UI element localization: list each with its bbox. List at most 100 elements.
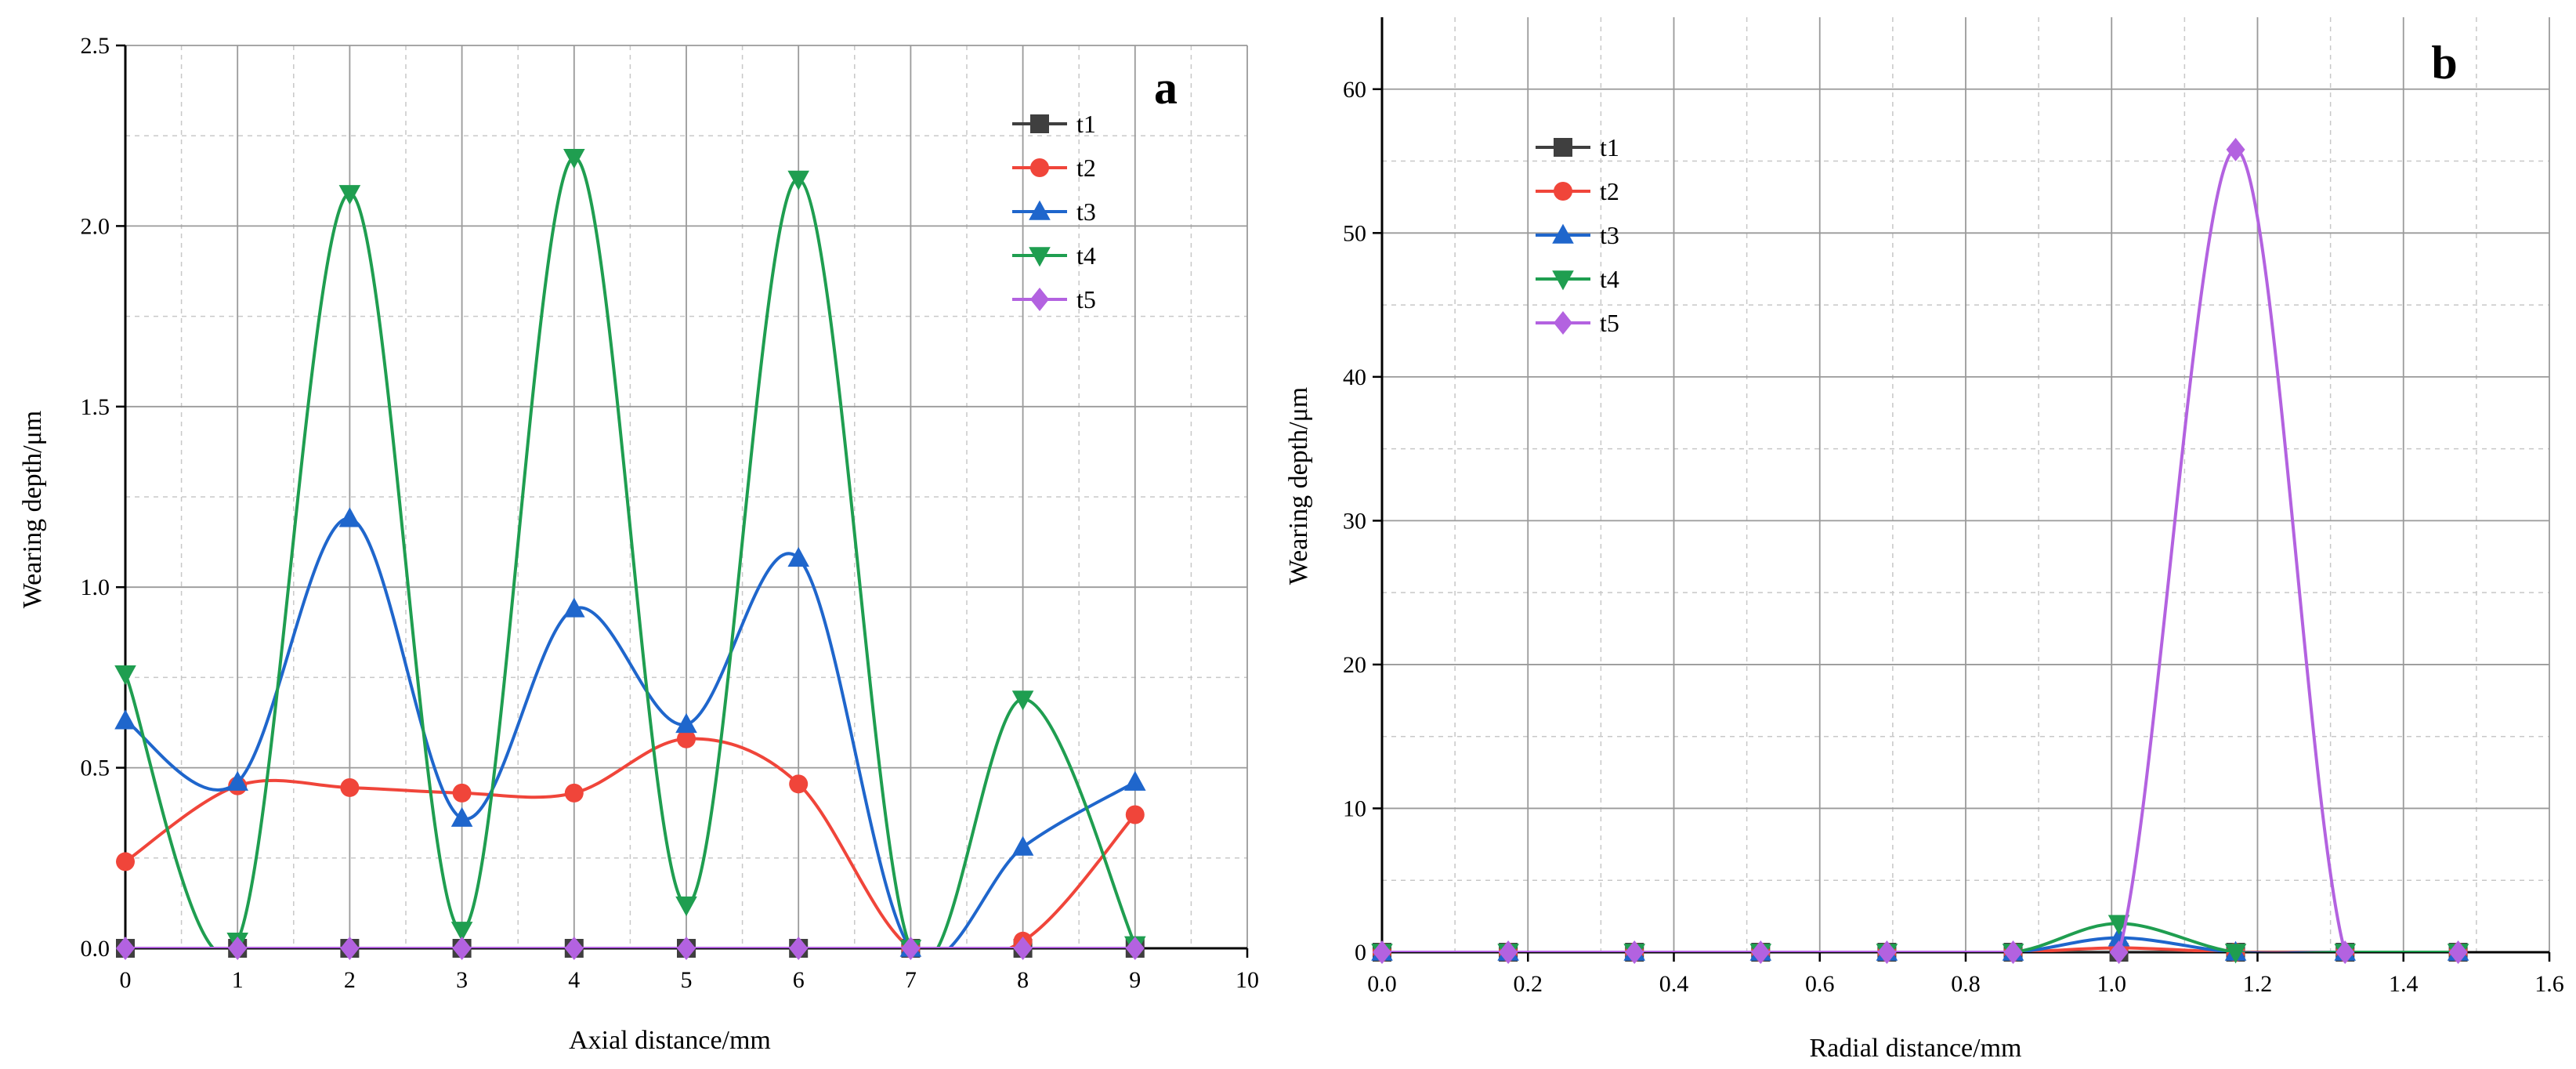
y-tick-label: 0.5 bbox=[81, 756, 110, 781]
chart-panel-b: 0.0 0.2 0.4 0.6 0.8 1.0 1.2 1.4 1.6 0 10 20 30 40 50 60… bbox=[1284, 17, 2564, 1063]
legend-marker bbox=[1552, 223, 1574, 244]
data-point-t2 bbox=[564, 783, 584, 803]
data-point-t2 bbox=[1125, 805, 1145, 824]
data-point-t4 bbox=[114, 665, 136, 686]
data-point-t3 bbox=[226, 770, 248, 791]
y-tick-label: 60 bbox=[1343, 77, 1366, 103]
y-tick-label: 50 bbox=[1343, 220, 1366, 246]
x-tick-label: 3 bbox=[456, 967, 468, 993]
data-point-t5 bbox=[1373, 940, 1391, 964]
panel-label-a: a bbox=[1154, 62, 1178, 114]
data-point-t3 bbox=[1124, 770, 1146, 791]
chart-panel-a: 0 1 2 3 4 5 6 7 8 9 100.00.51.01.52.02.5 t1t2t3t4t… bbox=[18, 33, 1259, 1055]
data-point-t5 bbox=[1877, 940, 1897, 964]
x-tick-label: 2 bbox=[344, 967, 356, 993]
legend-item-t5: t5 bbox=[1536, 309, 1619, 337]
x-tick-label: 1 bbox=[232, 967, 244, 993]
data-point-t5 bbox=[901, 937, 921, 960]
x-tick-label: 0 bbox=[120, 967, 132, 993]
legend-marker bbox=[1552, 270, 1574, 291]
x-tick-label: 6 bbox=[793, 967, 805, 993]
legend-panel-b: t1 t2 t3 t4 t5 bbox=[1536, 133, 1619, 337]
x-tick-label: 0.2 bbox=[1514, 971, 1543, 997]
data-point-t5 bbox=[2109, 940, 2129, 964]
legend-label: t2 bbox=[1600, 177, 1619, 205]
data-point-t5 bbox=[340, 937, 360, 960]
x-tick-label: 5 bbox=[681, 967, 693, 993]
x-tick-label: 0.6 bbox=[1805, 971, 1835, 997]
series-t5 bbox=[116, 937, 1145, 960]
y-tick-label: 40 bbox=[1343, 364, 1366, 390]
legend-item-t2: t2 bbox=[1536, 177, 1619, 205]
legend-label: t4 bbox=[1076, 241, 1096, 270]
legend-marker bbox=[1554, 138, 1572, 157]
data-point-t4 bbox=[2107, 915, 2130, 935]
legend-item-t5: t5 bbox=[1012, 285, 1096, 313]
data-point-t3 bbox=[1011, 835, 1034, 856]
data-point-t5 bbox=[1625, 940, 1644, 964]
data-point-t5 bbox=[2335, 940, 2355, 964]
data-point-t3 bbox=[787, 546, 809, 567]
data-point-t5 bbox=[1499, 940, 1518, 964]
legend-item-t3: t3 bbox=[1536, 221, 1619, 249]
legend-item-t1: t1 bbox=[1012, 110, 1096, 138]
legend-marker bbox=[1030, 288, 1049, 311]
legend-label: t1 bbox=[1600, 133, 1619, 161]
data-point-t3 bbox=[675, 712, 697, 734]
y-tick-label: 20 bbox=[1343, 652, 1366, 678]
legend-marker bbox=[1554, 311, 1572, 335]
data-point-t4 bbox=[563, 149, 585, 169]
x-tick-label: 8 bbox=[1017, 967, 1029, 993]
data-point-t5 bbox=[1125, 937, 1145, 960]
data-point-t5 bbox=[677, 937, 696, 960]
y-tick-label: 10 bbox=[1343, 795, 1366, 821]
data-point-t4 bbox=[450, 922, 473, 942]
data-point-t5 bbox=[1013, 937, 1033, 960]
data-point-t3 bbox=[338, 507, 361, 527]
legend-marker bbox=[1029, 247, 1051, 267]
x-tick-label: 0.8 bbox=[1951, 971, 1981, 997]
data-point-t5 bbox=[2226, 137, 2245, 161]
legend-item-t3: t3 bbox=[1012, 197, 1096, 226]
x-tick-label: 1.4 bbox=[2389, 971, 2419, 997]
legend-panel-a: t1 t2 t3 t4 t5 bbox=[1012, 110, 1096, 313]
x-tick-label: 4 bbox=[568, 967, 580, 993]
data-point-t4 bbox=[675, 896, 697, 917]
series-line-t4 bbox=[125, 155, 1137, 948]
y-axis-title-b: Wearing depth/μm bbox=[1284, 387, 1313, 585]
y-tick-label: 1.0 bbox=[81, 574, 110, 600]
legend-label: t3 bbox=[1600, 221, 1619, 249]
legend-item-t1: t1 bbox=[1536, 133, 1619, 161]
data-point-t2 bbox=[116, 852, 135, 872]
y-axis-title-a: Wearing depth/μm bbox=[18, 411, 47, 608]
data-point-t3 bbox=[114, 709, 136, 730]
data-point-t5 bbox=[452, 937, 472, 960]
data-point-t5 bbox=[789, 937, 809, 960]
panel-label-b: b bbox=[2431, 37, 2457, 89]
data-point-t4 bbox=[338, 185, 361, 205]
data-point-t4 bbox=[1011, 690, 1034, 711]
x-tick-label: 9 bbox=[1129, 967, 1141, 993]
series-t4 bbox=[114, 149, 1146, 960]
data-point-t2 bbox=[340, 777, 360, 797]
y-tick-label: 2.5 bbox=[81, 33, 110, 59]
legend-marker bbox=[1030, 114, 1049, 133]
y-tick-label: 0 bbox=[1355, 940, 1366, 966]
y-tick-label: 0.0 bbox=[81, 936, 110, 962]
data-point-t2 bbox=[452, 783, 472, 803]
data-point-t4 bbox=[787, 170, 809, 190]
data-point-t5 bbox=[228, 937, 248, 960]
y-tick-label: 1.5 bbox=[81, 394, 110, 420]
legend-label: t4 bbox=[1600, 265, 1619, 293]
legend-label: t1 bbox=[1076, 110, 1096, 138]
x-axis-title-b: Radial distance/mm bbox=[1810, 1034, 2022, 1063]
legend-label: t3 bbox=[1076, 197, 1096, 226]
legend-label: t5 bbox=[1076, 285, 1096, 313]
x-axis-title-a: Axial distance/mm bbox=[569, 1026, 771, 1055]
data-point-t5 bbox=[564, 937, 584, 960]
data-point-t2 bbox=[677, 729, 696, 748]
x-tick-label: 0.4 bbox=[1659, 971, 1689, 997]
y-tick-label: 2.0 bbox=[81, 213, 110, 239]
legend-marker bbox=[1029, 200, 1051, 220]
